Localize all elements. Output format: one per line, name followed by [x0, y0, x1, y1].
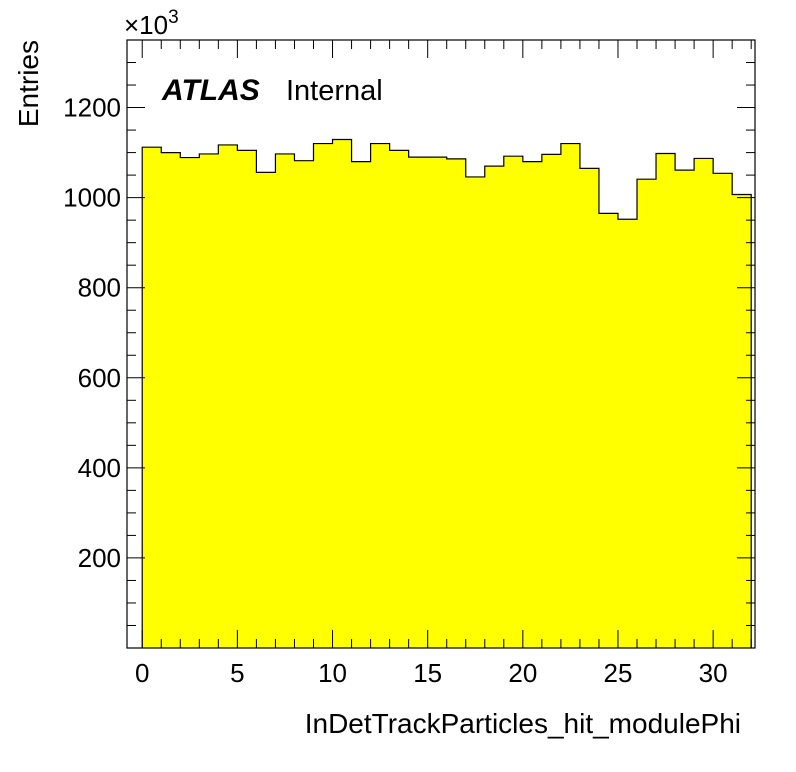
x-tick-label: 20 — [508, 658, 537, 688]
histogram-bin — [427, 157, 448, 648]
x-tick-label: 5 — [230, 658, 244, 688]
histogram-bin — [142, 147, 162, 648]
histogram-bin — [389, 150, 410, 648]
y-axis-title: Entries — [13, 40, 44, 127]
atlas-status-label: Internal — [286, 75, 383, 107]
plot-frame — [126, 39, 756, 649]
histogram-bin — [637, 179, 657, 649]
histogram-bin — [332, 139, 353, 648]
histogram-bin — [675, 170, 695, 648]
atlas-logo: ATLAS — [161, 74, 260, 107]
histogram-bin — [199, 153, 219, 648]
histogram-bin — [617, 219, 638, 648]
x-axis-title: InDetTrackParticles_hit_modulePhi — [305, 708, 741, 739]
y-multiplier: ×103 — [124, 7, 179, 40]
axis-ticks — [127, 39, 755, 648]
histogram-bars — [142, 139, 752, 649]
histogram-outline — [141, 138, 752, 648]
histogram-bin — [446, 158, 467, 649]
y-tick-label: 600 — [78, 363, 121, 393]
histogram-bin — [161, 152, 181, 648]
histogram-bin — [522, 161, 543, 648]
histogram-bin — [484, 166, 505, 648]
histogram-bin — [503, 156, 524, 648]
y-tick-label: 800 — [78, 273, 121, 303]
y-tick-label: 200 — [78, 543, 121, 573]
histogram-bin — [351, 161, 372, 648]
histogram-bin — [560, 143, 581, 648]
histogram-bin — [237, 150, 258, 648]
x-tick-label: 25 — [604, 658, 633, 688]
x-tick-label: 10 — [318, 658, 347, 688]
histogram-bin — [541, 154, 562, 648]
y-tick-labels: 200 400 600 800 1000 1200 — [63, 93, 121, 573]
histogram-bin — [465, 176, 486, 648]
histogram-bin — [294, 160, 315, 648]
y-tick-label: 400 — [78, 453, 121, 483]
histogram-bin — [313, 143, 334, 648]
histogram-bin — [256, 172, 277, 649]
histogram-bin — [579, 168, 600, 648]
histogram-bin — [598, 213, 619, 649]
histogram-bin — [218, 144, 238, 649]
histogram-bin — [275, 153, 296, 648]
x-tick-label: 0 — [135, 658, 149, 688]
x-tick-label: 15 — [413, 658, 442, 688]
histogram-bin — [694, 158, 714, 649]
y-tick-label: 1200 — [63, 93, 121, 123]
histogram-bin — [408, 157, 429, 648]
histogram-bin — [656, 153, 676, 648]
x-tick-labels: 0 5 10 15 20 25 30 — [135, 658, 728, 688]
histogram-bin — [732, 194, 752, 648]
x-tick-label: 30 — [699, 658, 728, 688]
histogram-bin — [713, 173, 733, 648]
histogram-bin — [180, 157, 200, 648]
histogram-bin — [370, 143, 391, 648]
y-tick-label: 1000 — [63, 183, 121, 213]
